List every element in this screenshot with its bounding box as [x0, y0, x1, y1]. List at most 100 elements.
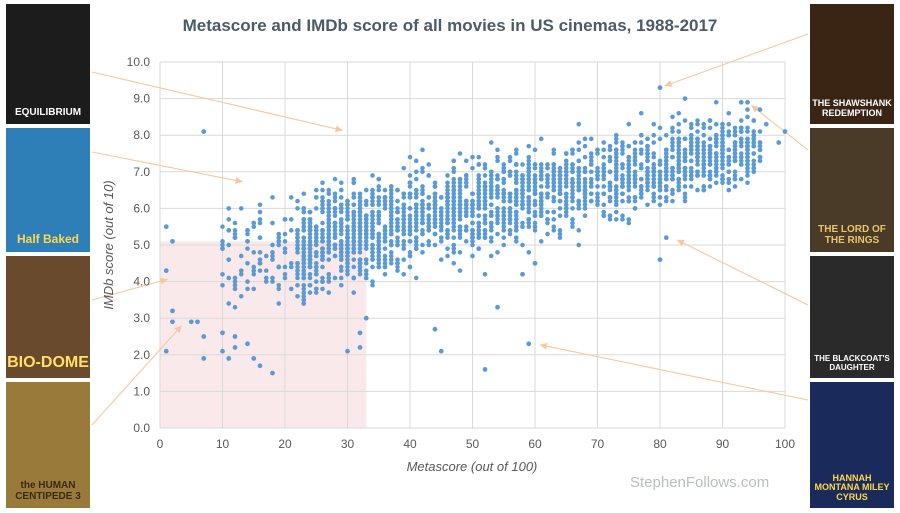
data-point: [595, 202, 600, 208]
data-point: [588, 136, 594, 142]
data-point: [338, 264, 344, 270]
data-point: [270, 253, 275, 259]
data-point: [595, 173, 600, 178]
data-point: [682, 169, 688, 175]
data-point: [363, 187, 369, 193]
data-point: [688, 140, 694, 145]
data-point: [351, 213, 357, 219]
data-point: [507, 220, 513, 226]
data-point: [670, 198, 675, 204]
data-point: [432, 220, 438, 226]
data-point: [551, 176, 557, 182]
data-point: [551, 209, 557, 215]
data-point: [482, 231, 488, 237]
data-point: [745, 165, 750, 171]
data-point: [645, 136, 650, 142]
data-point: [476, 154, 482, 160]
data-point: [513, 217, 519, 222]
data-point: [370, 264, 375, 270]
data-point: [357, 202, 363, 208]
data-point: [320, 275, 325, 281]
data-point: [601, 169, 607, 175]
data-point: [345, 348, 350, 354]
data-point: [326, 275, 332, 281]
data-point: [713, 154, 719, 160]
data-point: [345, 253, 350, 259]
data-point: [470, 239, 475, 244]
data-point: [332, 213, 338, 219]
data-point: [413, 206, 419, 211]
data-point: [301, 275, 307, 281]
data-point: [351, 250, 357, 255]
data-point: [382, 195, 388, 200]
data-point: [563, 184, 569, 189]
data-point: [632, 147, 638, 153]
data-point: [432, 184, 438, 189]
y-tick-label: 3.0: [133, 311, 150, 325]
data-point: [570, 220, 575, 226]
data-point: [251, 224, 257, 229]
data-point: [520, 191, 525, 197]
data-point: [563, 176, 569, 182]
data-point: [670, 147, 675, 153]
data-point: [495, 158, 500, 164]
data-point: [501, 187, 507, 193]
data-point: [651, 132, 657, 138]
data-point: [382, 239, 388, 244]
data-point: [420, 187, 425, 193]
data-point: [682, 154, 688, 160]
data-point: [495, 147, 500, 153]
data-point: [620, 165, 625, 171]
data-point: [638, 195, 644, 200]
data-point: [332, 246, 338, 251]
data-point: [307, 250, 313, 255]
data-point: [545, 191, 550, 197]
data-point: [532, 209, 538, 215]
data-point: [376, 217, 382, 222]
data-point: [370, 253, 375, 259]
data-point: [438, 228, 444, 233]
data-point: [295, 264, 300, 270]
data-point: [545, 162, 550, 167]
data-point: [563, 191, 569, 197]
data-point: [370, 279, 375, 284]
data-point: [457, 195, 463, 200]
data-point: [345, 257, 350, 262]
data-point: [663, 187, 669, 193]
data-point: [363, 257, 369, 262]
data-point: [463, 198, 469, 204]
data-point: [276, 231, 282, 237]
x-tick-label: 70: [591, 437, 605, 451]
data-point: [438, 224, 444, 229]
annotation-arrow: [91, 325, 183, 426]
data-point: [663, 158, 669, 164]
data-point: [445, 198, 450, 204]
data-point: [432, 224, 438, 229]
data-point: [332, 220, 338, 226]
data-point: [363, 239, 369, 244]
data-point: [526, 195, 532, 200]
data-point: [413, 228, 419, 233]
data-point: [626, 176, 632, 182]
data-point: [370, 187, 375, 193]
data-point: [707, 125, 713, 131]
data-point: [663, 169, 669, 175]
data-point: [695, 140, 700, 145]
data-point: [613, 136, 619, 142]
data-point: [395, 242, 400, 248]
data-point: [638, 187, 644, 193]
data-point: [532, 228, 538, 233]
data-point: [526, 198, 532, 204]
data-point: [513, 169, 519, 175]
data-point: [701, 121, 707, 127]
data-point: [551, 228, 557, 233]
data-point: [476, 176, 482, 182]
data-point: [320, 264, 325, 270]
data-point: [307, 242, 313, 248]
data-point: [251, 356, 257, 361]
data-point: [482, 235, 488, 240]
data-point: [251, 264, 257, 270]
data-point: [313, 264, 319, 270]
data-point: [395, 257, 400, 262]
data-point: [301, 224, 307, 229]
